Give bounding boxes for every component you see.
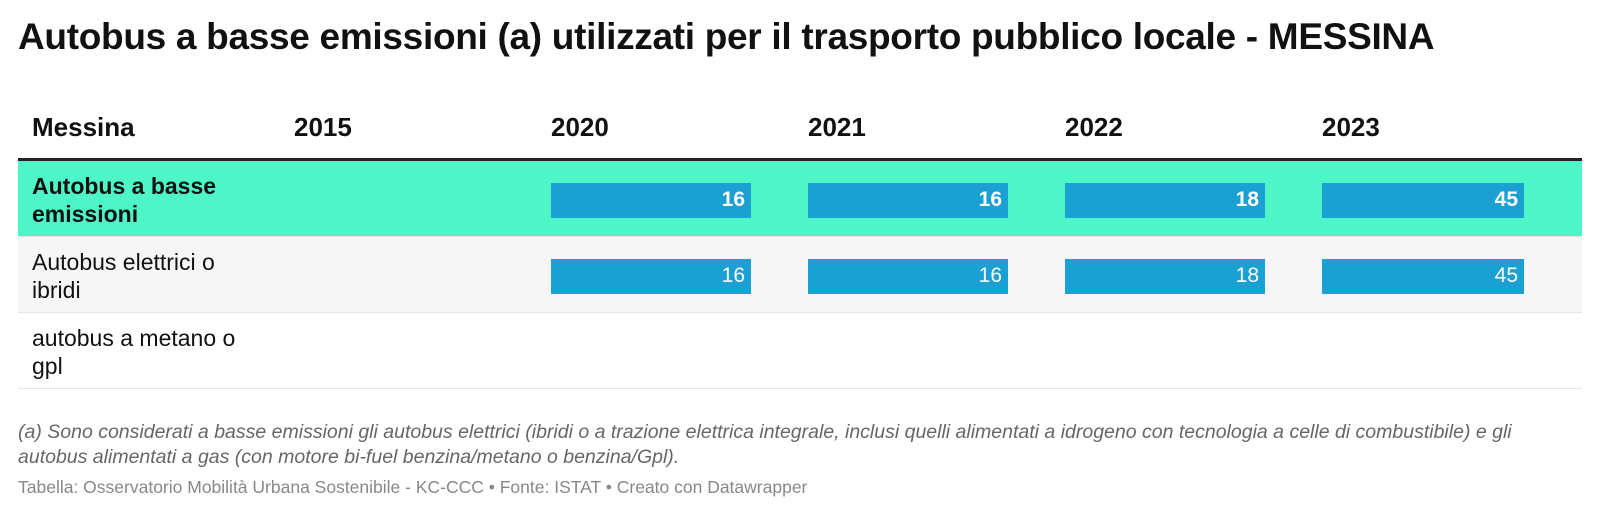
column-header: 2023 — [1322, 112, 1380, 142]
value-label: 45 — [1494, 188, 1518, 211]
value-label: 16 — [978, 188, 1002, 211]
value-bar: 16 — [551, 259, 751, 294]
chart-title: Autobus a basse emissioni (a) utilizzati… — [18, 16, 1435, 57]
value-label: 16 — [721, 264, 745, 287]
value-label: 45 — [1494, 264, 1518, 287]
column-header: 2015 — [294, 112, 352, 142]
table-row: autobus a metano o gpl — [18, 313, 1582, 389]
value-bar: 45 — [1322, 183, 1524, 218]
value-bar: 16 — [551, 183, 751, 218]
value-bar: 18 — [1065, 183, 1265, 218]
column-header: 2022 — [1065, 112, 1123, 142]
table-header: Messina 2015 2020 2021 2022 2023 — [18, 98, 1582, 161]
value-bar: 16 — [808, 183, 1008, 218]
value-label: 18 — [1235, 264, 1259, 287]
table-row: Autobus elettrici o ibridi 16 16 18 45 — [18, 237, 1582, 313]
column-header: 2020 — [551, 112, 609, 142]
table-row: Autobus a basse emissioni 16 16 18 45 — [18, 161, 1582, 237]
data-table: Messina 2015 2020 2021 2022 2023 Autobus a ba… — [18, 98, 1582, 389]
value-label: 18 — [1235, 188, 1259, 211]
table-body: Autobus a basse emissioni 16 16 18 45 Autobus… — [18, 161, 1582, 389]
source-footer: Tabella: Osservatorio Mobilità Urbana So… — [18, 477, 808, 497]
footnote: (a) Sono considerati a basse emissioni g… — [18, 421, 1512, 468]
row-label: Autobus elettrici o ibridi — [32, 249, 215, 303]
value-bar: 16 — [808, 259, 1008, 294]
value-bar: 18 — [1065, 259, 1265, 294]
row-label: Autobus a basse emissioni — [32, 173, 217, 227]
row-label: autobus a metano o gpl — [32, 325, 236, 379]
column-header: Messina — [32, 112, 135, 142]
value-bar: 45 — [1322, 259, 1524, 294]
value-label: 16 — [721, 188, 745, 211]
value-label: 16 — [978, 264, 1002, 287]
column-header: 2021 — [808, 112, 866, 142]
